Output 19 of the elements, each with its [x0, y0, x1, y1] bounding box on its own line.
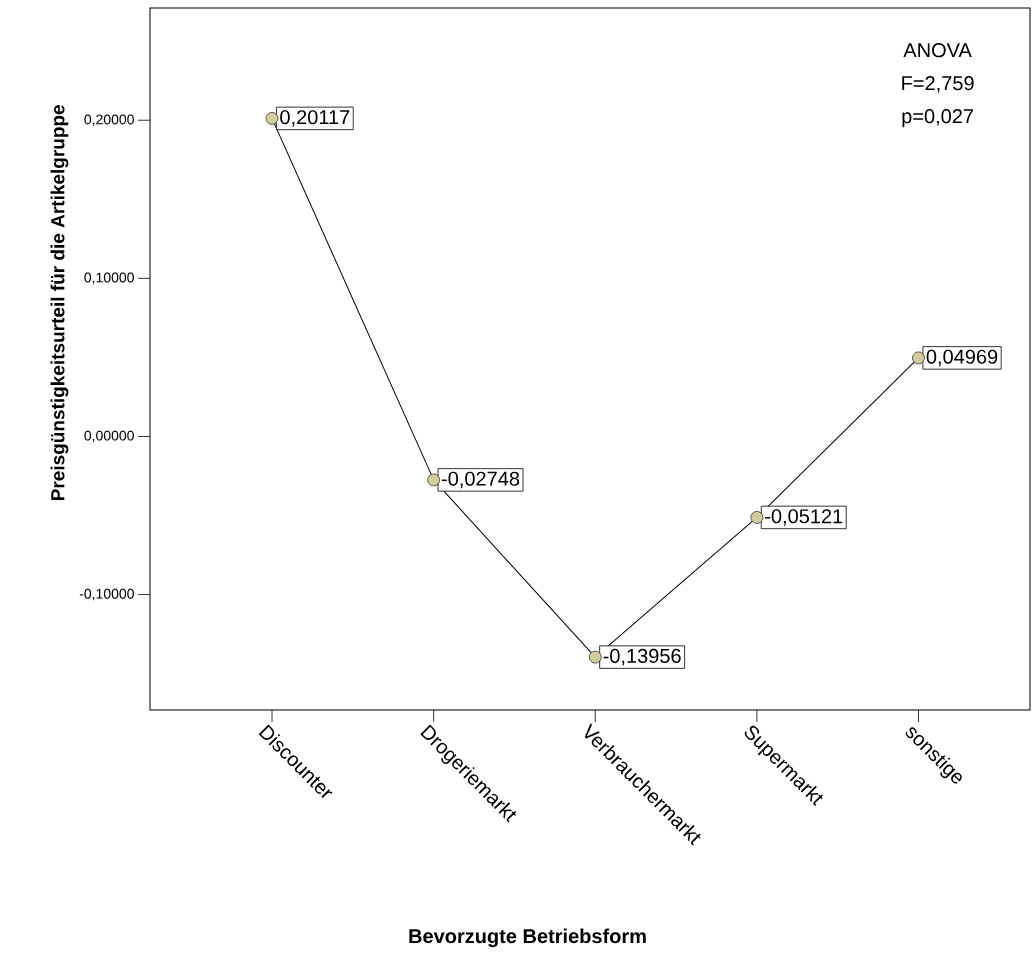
data-label: -0,13956 [603, 648, 681, 666]
y-tick-label: 0,20000 [84, 114, 134, 127]
point [912, 351, 925, 365]
y-tick-label: 0,00000 [84, 430, 134, 443]
annotation: p=0,027 [902, 109, 974, 128]
y-axis-title: Preisgünstigkeitsurteil für die Artikelgruppe [50, 105, 69, 501]
annotation: F=2,759 [902, 76, 974, 93]
data-label: 0,20117 [280, 110, 350, 127]
annotation: ANOVA [903, 43, 972, 58]
y-tick-label: -0,10000 [79, 588, 134, 601]
data-label: 0,04969 [926, 349, 998, 367]
point [427, 473, 440, 487]
point [265, 112, 279, 125]
x-axis-title: Bevorzugte Betriebsform [409, 928, 646, 948]
point [750, 511, 764, 524]
data-label: -0,02748 [441, 471, 520, 489]
data-label: -0,05121 [765, 509, 843, 526]
point [588, 650, 602, 664]
y-tick-label: 0,10000 [84, 272, 134, 285]
